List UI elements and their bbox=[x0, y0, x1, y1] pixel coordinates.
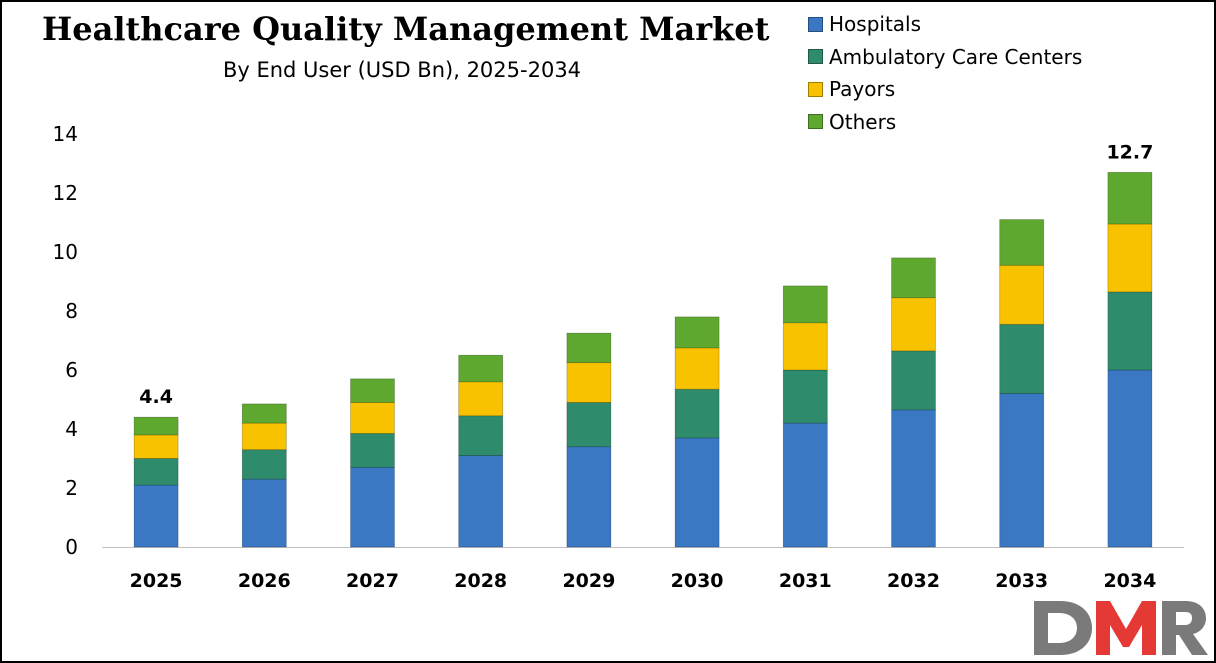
logo-letter-r bbox=[1162, 601, 1208, 655]
bar-shade-payors-2028 bbox=[458, 381, 504, 417]
bar-shade-payors-2030 bbox=[674, 347, 720, 390]
legend-swatch-payors bbox=[808, 81, 823, 97]
bar-shade-ambulatory-care-centers-2033 bbox=[999, 323, 1045, 394]
x-tick-label-2029: 2029 bbox=[562, 570, 615, 592]
data-label-2025: 4.4 bbox=[139, 386, 173, 408]
x-tick-label-2028: 2028 bbox=[454, 570, 507, 592]
bar-shade-ambulatory-care-centers-2030 bbox=[674, 388, 720, 439]
x-tick-label-2030: 2030 bbox=[671, 570, 724, 592]
bar-shade-ambulatory-care-centers-2025 bbox=[133, 458, 179, 486]
legend-item-ambulatory-care-centers: Ambulatory Care Centers bbox=[808, 41, 1082, 74]
bar-shade-ambulatory-care-centers-2027 bbox=[350, 433, 395, 468]
chart-subtitle: By End User (USD Bn), 2025-2034 bbox=[222, 58, 582, 82]
x-tick-label-2027: 2027 bbox=[346, 570, 399, 592]
legend-label-hospitals: Hospitals bbox=[829, 12, 922, 37]
y-tick-label-6: 6 bbox=[65, 358, 78, 382]
logo-letter-d bbox=[1034, 601, 1092, 655]
bar-shade-payors-2034 bbox=[1107, 223, 1153, 293]
bar-shade-hospitals-2032 bbox=[891, 409, 936, 548]
legend-item-hospitals: Hospitals bbox=[808, 8, 1082, 41]
bar-shade-ambulatory-care-centers-2034 bbox=[1107, 291, 1153, 371]
bar-shade-payors-2032 bbox=[891, 297, 936, 352]
x-tick-label-2032: 2032 bbox=[887, 570, 940, 592]
bar-shade-others-2031 bbox=[782, 285, 828, 324]
bar-shade-hospitals-2030 bbox=[674, 437, 720, 548]
bar-shade-others-2034 bbox=[1107, 171, 1153, 225]
chart-title: Healthcare Quality Management Market bbox=[42, 10, 770, 48]
bar-shade-hospitals-2026 bbox=[241, 478, 287, 548]
bar-shade-others-2030 bbox=[674, 316, 720, 349]
bar-shade-hospitals-2033 bbox=[999, 393, 1045, 548]
bar-shade-ambulatory-care-centers-2032 bbox=[891, 350, 936, 411]
bar-shade-others-2029 bbox=[566, 332, 612, 364]
y-tick-label-14: 14 bbox=[53, 122, 78, 146]
bar-shade-payors-2026 bbox=[241, 422, 287, 451]
bar-shade-hospitals-2031 bbox=[782, 422, 828, 548]
legend-label-others: Others bbox=[829, 109, 897, 134]
x-tick-label-2026: 2026 bbox=[238, 570, 291, 592]
y-tick-label-10: 10 bbox=[53, 240, 78, 264]
x-tick-label-2025: 2025 bbox=[130, 570, 183, 592]
x-tick-label-2033: 2033 bbox=[995, 570, 1048, 592]
bar-shade-others-2028 bbox=[458, 354, 504, 383]
bar-shade-hospitals-2034 bbox=[1107, 369, 1153, 548]
legend-swatch-others bbox=[808, 114, 823, 130]
bar-shade-ambulatory-care-centers-2029 bbox=[566, 402, 612, 448]
bar-shade-hospitals-2028 bbox=[458, 455, 504, 548]
bar-shade-hospitals-2029 bbox=[566, 446, 612, 548]
bar-shade-hospitals-2025 bbox=[133, 484, 179, 548]
legend-label-ambulatory-care-centers: Ambulatory Care Centers bbox=[829, 44, 1083, 69]
legend-item-others: Others bbox=[808, 106, 1082, 139]
bar-shade-payors-2031 bbox=[782, 322, 828, 371]
bar-shade-others-2032 bbox=[891, 257, 936, 299]
y-tick-label-12: 12 bbox=[53, 181, 78, 205]
legend-swatch-hospitals bbox=[808, 16, 823, 32]
legend-label-payors: Payors bbox=[829, 77, 896, 102]
y-tick-label-8: 8 bbox=[65, 299, 78, 323]
y-tick-label-2: 2 bbox=[65, 476, 78, 500]
bar-shade-ambulatory-care-centers-2028 bbox=[458, 415, 504, 456]
bar-shade-payors-2029 bbox=[566, 362, 612, 403]
bar-shade-payors-2033 bbox=[999, 264, 1045, 325]
bar-shade-others-2026 bbox=[241, 403, 287, 424]
bar-shade-ambulatory-care-centers-2031 bbox=[782, 369, 828, 424]
bar-shade-hospitals-2027 bbox=[350, 466, 395, 548]
dmr-logo bbox=[1034, 601, 1208, 655]
bar-shade-others-2033 bbox=[999, 219, 1045, 266]
x-tick-label-2034: 2034 bbox=[1103, 570, 1156, 592]
x-tick-label-2031: 2031 bbox=[779, 570, 832, 592]
y-tick-label-4: 4 bbox=[65, 417, 78, 441]
bar-shade-others-2027 bbox=[350, 378, 395, 403]
y-tick-label-0: 0 bbox=[65, 535, 78, 559]
legend-swatch-ambulatory-care-centers bbox=[808, 49, 823, 65]
bar-shade-payors-2027 bbox=[350, 402, 395, 434]
logo-letter-m bbox=[1096, 601, 1156, 655]
bar-shade-ambulatory-care-centers-2026 bbox=[241, 449, 287, 480]
legend-item-payors: Payors bbox=[808, 73, 1082, 106]
chart-legend: Hospitals Ambulatory Care Centers Payors… bbox=[808, 8, 1082, 138]
bar-shade-payors-2025 bbox=[133, 434, 179, 459]
data-label-2034: 12.7 bbox=[1106, 141, 1153, 163]
bar-shade-others-2025 bbox=[133, 416, 179, 436]
